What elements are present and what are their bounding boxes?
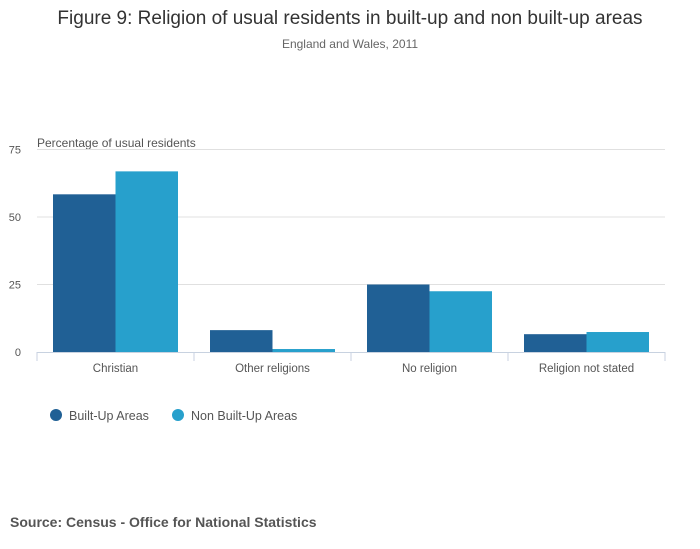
source-note: Source: Census - Office for National Sta… [10,514,317,530]
y-tick-label: 0 [15,347,21,359]
x-tick-label: Christian [93,363,138,375]
x-tick-label: No religion [402,363,457,375]
x-tick-label: Other religions [235,363,310,375]
legend-marker [50,409,62,421]
legend-label: Non Built-Up Areas [191,409,297,423]
chart-title: Figure 9: Religion of usual residents in… [57,8,643,29]
bar-non-built-up [429,291,492,352]
legend-marker [172,409,184,421]
y-tick-label: 50 [9,212,21,224]
bar-built-up [367,284,430,352]
bar-non-built-up [272,349,335,352]
bar-built-up [524,334,587,352]
bar-non-built-up [586,332,649,352]
chart-subtitle: England and Wales, 2011 [281,37,419,51]
x-tick-label: Religion not stated [539,363,634,375]
bar-non-built-up [115,171,178,352]
bar-built-up [53,194,116,352]
y-axis-label: Percentage of usual residents [37,136,196,150]
y-tick-label: 25 [9,280,21,292]
bar-built-up [210,330,273,352]
y-tick-label: 75 [9,145,21,157]
legend-label: Built-Up Areas [69,409,149,423]
